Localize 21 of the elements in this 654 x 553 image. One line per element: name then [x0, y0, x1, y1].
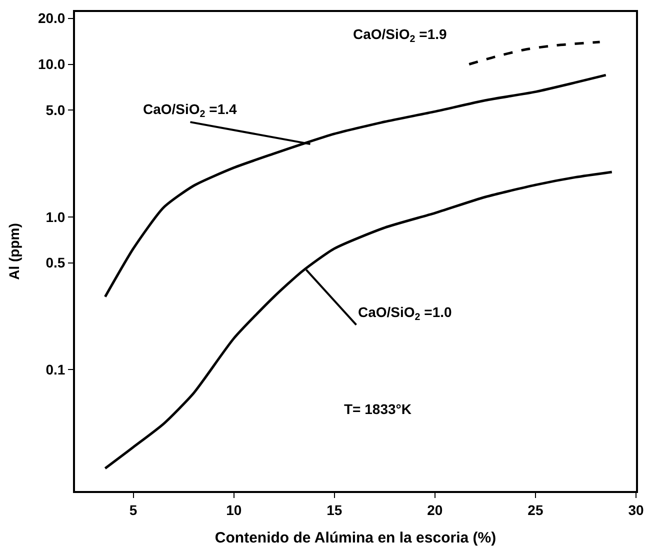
y-tick-label: 10.0 [38, 56, 66, 72]
y-tick-label: 0.1 [46, 361, 66, 378]
x-tick-label: 15 [326, 502, 342, 518]
line-series [104, 170, 614, 470]
y-axis-title: Al (ppm) [6, 223, 22, 280]
annotation: CaO/SiO$_{2}$ =1.9 [353, 26, 447, 45]
y-tick-label: 5.0 [46, 102, 66, 118]
line-series [104, 74, 608, 298]
x-tick-label: 5 [129, 502, 138, 518]
annotation: CaO/SiO$_{2}$ =1.4 [143, 101, 237, 120]
x-tick-label: 30 [628, 502, 644, 518]
x-tick-label: 20 [427, 502, 443, 518]
annotation: T= 1833°K [344, 401, 412, 417]
x-tick-label: 10 [226, 502, 242, 518]
annotation: CaO/SiO$_{2}$ =1.0 [358, 304, 452, 323]
line-series [468, 40, 602, 66]
x-tick-label: 25 [528, 502, 544, 518]
x-axis-title: Contenido de Alúmina en la escoria (%) [214, 529, 496, 546]
y-tick-label: 1.0 [46, 208, 66, 225]
y-tick-label: 0.5 [46, 254, 66, 271]
y-tick-label: 20.0 [38, 10, 66, 26]
